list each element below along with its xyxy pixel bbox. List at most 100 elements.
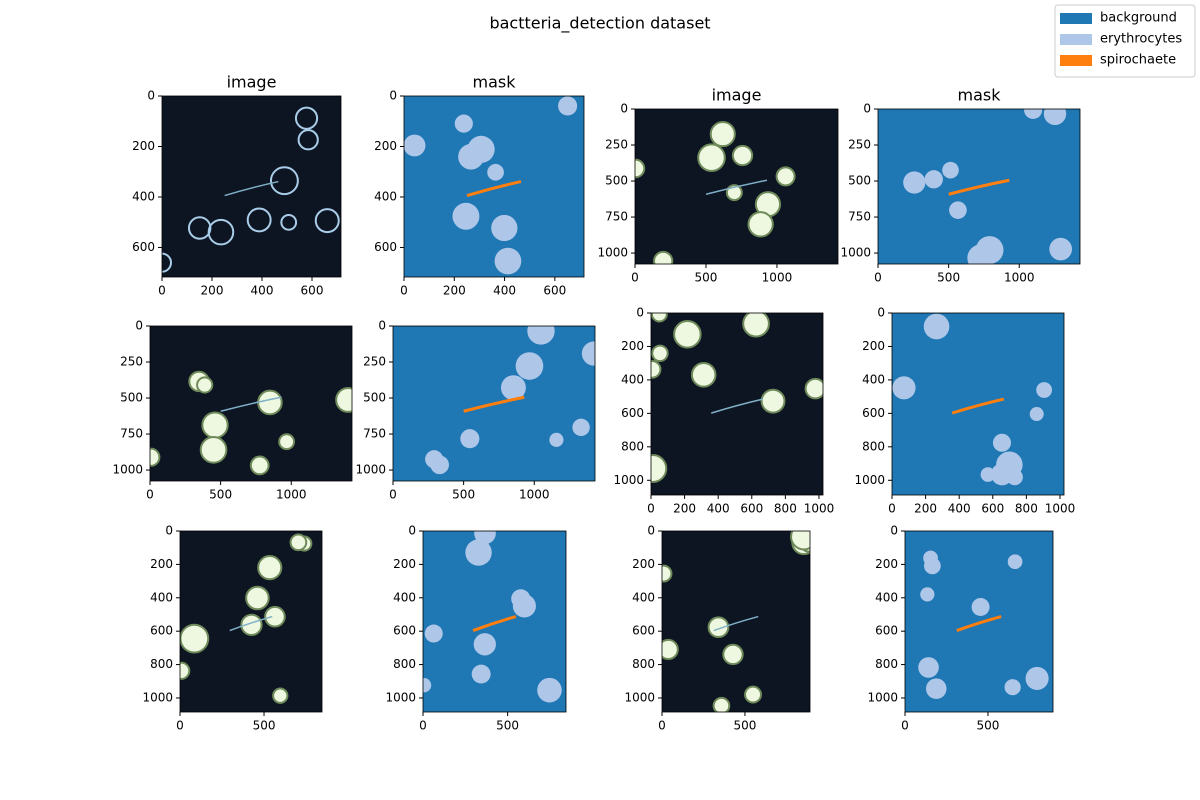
cell — [662, 564, 673, 583]
cell — [207, 218, 235, 246]
axes-frame — [877, 108, 1081, 265]
cell — [651, 344, 669, 363]
erythrocyte — [558, 96, 578, 116]
x-tick-label: 0 — [874, 271, 882, 285]
axes-frame — [403, 95, 585, 278]
x-tick-label: 0 — [419, 719, 427, 733]
y-tick-label: 400 — [132, 189, 155, 203]
panel-image — [905, 531, 1053, 712]
figure-title: bactteria_detection dataset — [489, 14, 710, 34]
y-tick-label: 600 — [862, 406, 885, 420]
y-tick-label: 500 — [605, 174, 628, 188]
legend-label: background — [1100, 11, 1177, 26]
y-tick-label: 600 — [621, 406, 644, 420]
image-background — [662, 531, 810, 712]
y-tick-label: 0 — [647, 524, 655, 538]
y-tick-label: 200 — [621, 339, 644, 353]
erythrocyte — [549, 432, 564, 447]
y-tick-label: 200 — [875, 557, 898, 571]
panel-image — [393, 326, 595, 481]
mask-background — [892, 313, 1064, 495]
x-tick-label: 400 — [493, 284, 516, 298]
spirochaete — [948, 178, 1010, 196]
cell — [712, 696, 731, 712]
y-tick-label: 600 — [632, 624, 655, 638]
y-tick-label: 600 — [374, 240, 397, 254]
x-tick-label: 600 — [740, 502, 763, 516]
erythrocyte — [918, 657, 939, 678]
cell — [690, 362, 717, 388]
cell — [709, 121, 736, 148]
spirochaete-image — [713, 615, 759, 632]
panel-title: mask — [958, 86, 1002, 105]
y-tick-label: 250 — [363, 355, 386, 369]
cell — [269, 166, 299, 196]
erythrocyte — [474, 531, 496, 545]
y-tick-label: 750 — [848, 210, 871, 224]
erythrocyte — [971, 598, 990, 616]
legend-swatch — [1060, 13, 1092, 24]
cell — [651, 313, 668, 323]
erythrocyte — [494, 247, 522, 275]
x-tick-label: 600 — [301, 284, 324, 298]
x-tick-label: 500 — [253, 719, 276, 733]
y-tick-label: 200 — [150, 557, 173, 571]
erythrocyte — [465, 539, 492, 566]
spirochaete — [951, 397, 1005, 415]
x-tick-label: 500 — [496, 719, 519, 733]
cell — [722, 643, 744, 666]
cell — [278, 433, 296, 451]
cell — [257, 555, 283, 581]
y-tick-label: 800 — [150, 657, 173, 671]
axes-frame — [650, 312, 824, 496]
y-tick-label: 400 — [632, 590, 655, 604]
y-tick-label: 0 — [147, 89, 155, 103]
cell — [760, 388, 786, 414]
erythrocyte — [471, 664, 491, 684]
image-background — [162, 96, 341, 277]
erythrocyte — [1036, 382, 1052, 398]
y-tick-label: 0 — [620, 102, 628, 116]
y-tick-label: 600 — [150, 624, 173, 638]
panel-title: image — [712, 86, 762, 105]
cell — [635, 158, 646, 179]
erythrocyte — [1025, 666, 1049, 691]
y-tick-label: 200 — [632, 557, 655, 571]
y-tick-label: 200 — [862, 339, 885, 353]
erythrocyte — [487, 163, 504, 181]
x-tick-label: 1000 — [804, 502, 835, 516]
legend-label: spirochaete — [1100, 53, 1176, 68]
erythrocyte — [1007, 554, 1023, 570]
y-tick-label: 600 — [875, 624, 898, 638]
y-tick-label: 0 — [135, 319, 143, 333]
spirochaete-image — [229, 615, 273, 632]
cell — [335, 387, 352, 413]
panel-image — [423, 531, 566, 712]
cell — [246, 207, 272, 233]
y-tick-label: 250 — [605, 138, 628, 152]
axes-frame — [422, 530, 567, 713]
legend-swatch — [1060, 55, 1092, 66]
y-tick-label: 800 — [875, 657, 898, 671]
panel-image — [162, 96, 341, 277]
erythrocyte — [500, 375, 526, 401]
erythrocyte — [515, 352, 544, 380]
y-tick-label: 400 — [621, 372, 644, 386]
y-tick-label: 800 — [393, 657, 416, 671]
erythrocyte — [423, 678, 432, 693]
x-tick-label: 0 — [176, 719, 184, 733]
y-tick-label: 500 — [848, 174, 871, 188]
cell — [180, 661, 191, 680]
legend-swatch — [1060, 34, 1092, 45]
cell — [196, 376, 214, 394]
cell — [651, 454, 668, 484]
erythrocyte — [1043, 109, 1067, 126]
y-tick-label: 1000 — [597, 246, 628, 260]
cell — [804, 377, 823, 400]
erythrocyte — [1024, 109, 1043, 119]
axes-frame — [661, 530, 811, 713]
x-tick-label: 0 — [658, 719, 666, 733]
y-tick-label: 800 — [632, 657, 655, 671]
cell — [790, 531, 810, 551]
panel-image — [150, 326, 352, 481]
